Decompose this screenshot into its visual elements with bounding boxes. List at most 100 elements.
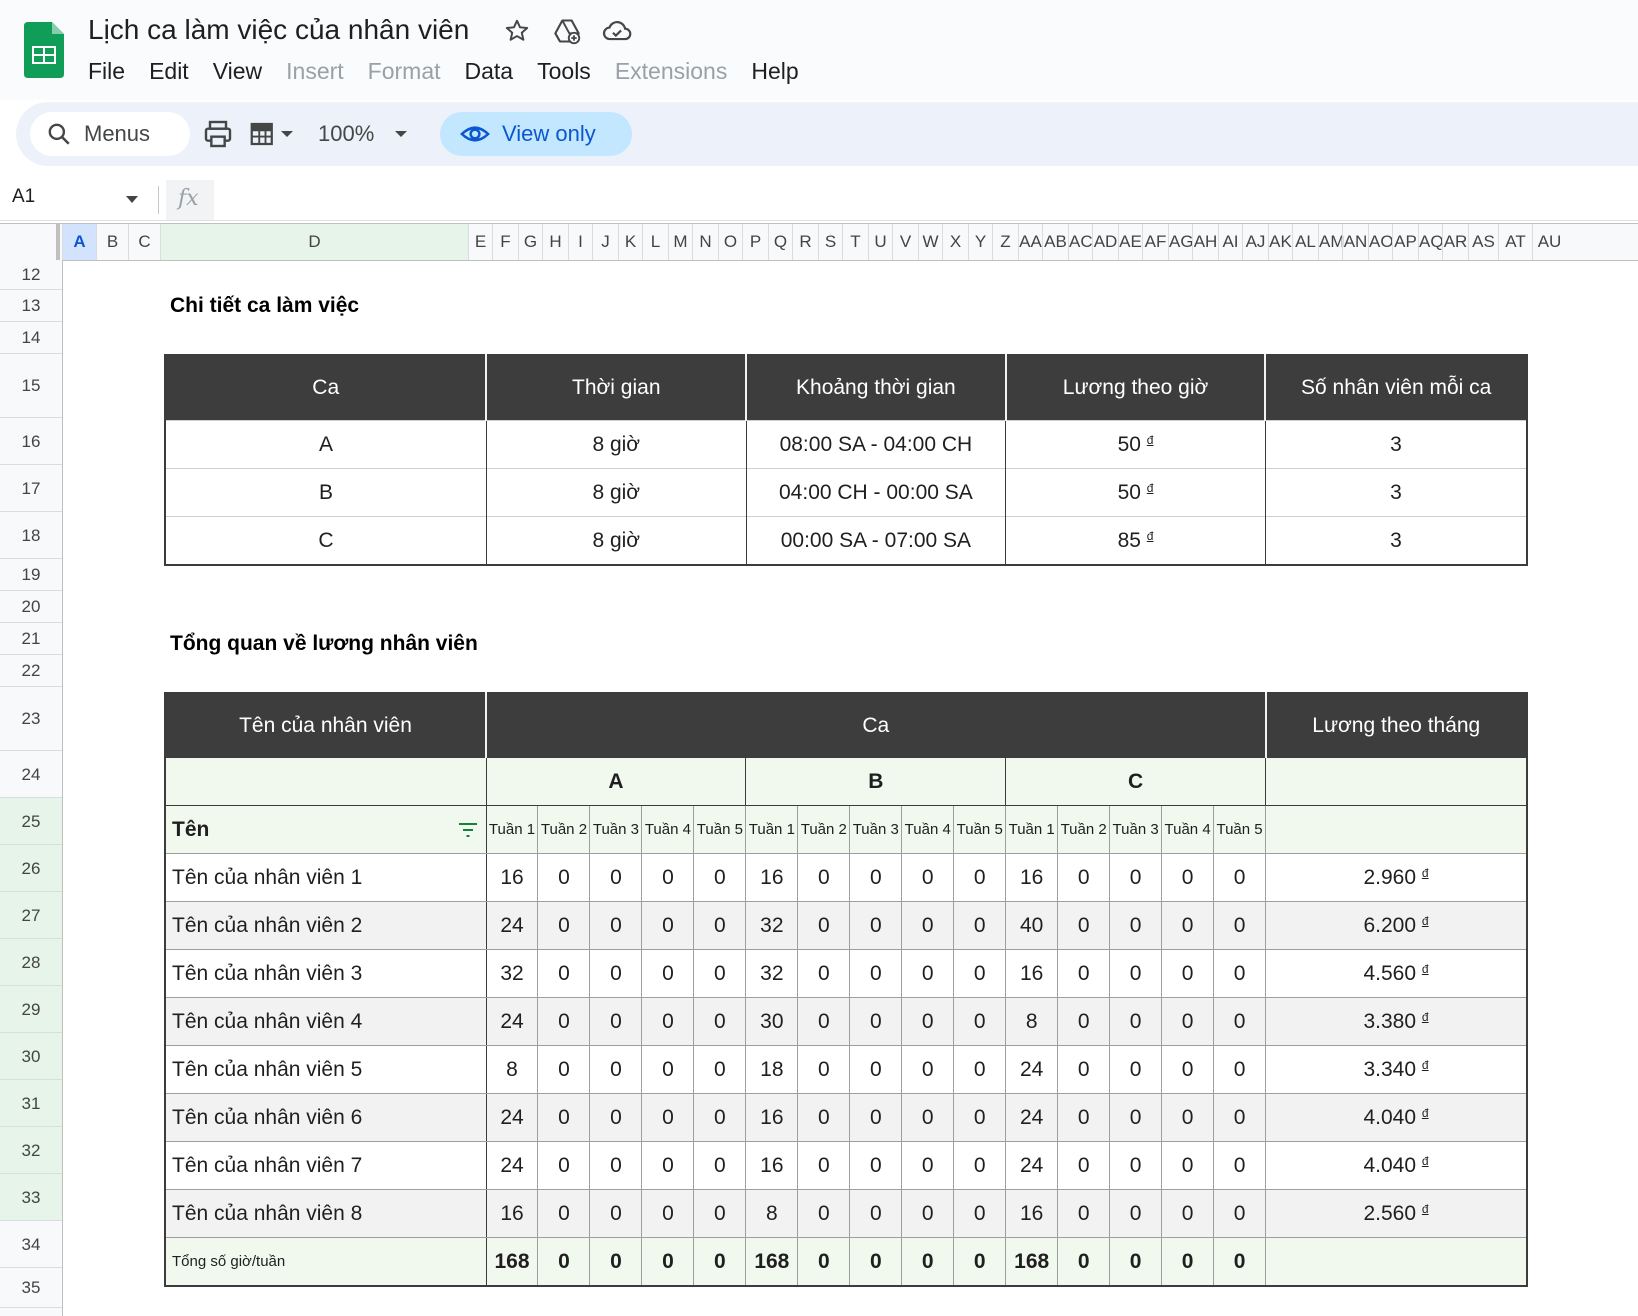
hours-cell[interactable]: 0 <box>1161 949 1215 998</box>
row-header-18[interactable]: 18 <box>0 512 62 559</box>
header-shift[interactable]: Ca <box>486 693 1267 758</box>
week-header[interactable]: Tuần 4 <box>901 805 955 854</box>
hours-cell[interactable]: 0 <box>537 1045 591 1094</box>
column-header-al[interactable]: AL <box>1292 224 1318 260</box>
total-hours-cell[interactable]: 0 <box>1109 1237 1163 1286</box>
hours-cell[interactable]: 8 <box>745 1189 799 1238</box>
hours-cell[interactable]: 8 <box>1005 997 1059 1046</box>
hours-cell[interactable]: 24 <box>1005 1141 1059 1190</box>
week-header[interactable]: Tuần 1 <box>485 805 539 854</box>
week-header[interactable]: Tuần 3 <box>1109 805 1163 854</box>
column-header-ac[interactable]: AC <box>1068 224 1093 260</box>
week-header[interactable]: Tuần 5 <box>693 805 747 854</box>
total-hours-cell[interactable]: 0 <box>901 1237 955 1286</box>
hours-cell[interactable]: 0 <box>953 1093 1007 1142</box>
total-hours-cell[interactable]: 0 <box>953 1237 1007 1286</box>
hours-cell[interactable]: 0 <box>953 853 1007 902</box>
monthly-salary-cell[interactable]: 2.560 đ <box>1265 1189 1528 1238</box>
column-header-i[interactable]: I <box>568 224 592 260</box>
hours-cell[interactable]: 0 <box>797 1141 851 1190</box>
total-hours-cell[interactable]: 0 <box>797 1237 851 1286</box>
total-hours-cell[interactable]: 0 <box>1161 1237 1215 1286</box>
column-header-r[interactable]: R <box>792 224 818 260</box>
row-header-13[interactable]: 13 <box>0 290 62 322</box>
employee-name-cell[interactable]: Tên của nhân viên 7 <box>165 1141 487 1190</box>
hours-cell[interactable]: 0 <box>589 997 643 1046</box>
week-header[interactable]: Tuần 4 <box>1161 805 1215 854</box>
row-header-33[interactable]: 33 <box>0 1174 62 1221</box>
group-b[interactable]: B <box>745 758 1007 806</box>
menu-help[interactable]: Help <box>751 58 799 84</box>
hours-cell[interactable]: 0 <box>849 1045 903 1094</box>
hours-cell[interactable]: 0 <box>1109 997 1163 1046</box>
cell-time[interactable]: 8 giờ <box>486 420 747 469</box>
row-header-20[interactable]: 20 <box>0 591 62 623</box>
total-hours-cell[interactable]: 0 <box>641 1237 695 1286</box>
row-header-29[interactable]: 29 <box>0 986 62 1033</box>
employee-name-cell[interactable]: Tên của nhân viên 6 <box>165 1093 487 1142</box>
cell-wage[interactable]: 50 đ <box>1005 468 1266 517</box>
column-header-j[interactable]: J <box>592 224 618 260</box>
column-header-z[interactable]: Z <box>992 224 1018 260</box>
hours-cell[interactable]: 0 <box>1213 949 1267 998</box>
hours-cell[interactable]: 0 <box>693 1189 747 1238</box>
hours-cell[interactable]: 0 <box>1057 1141 1111 1190</box>
column-header-s[interactable]: S <box>818 224 842 260</box>
hours-cell[interactable]: 0 <box>589 1045 643 1094</box>
hours-cell[interactable]: 30 <box>745 997 799 1046</box>
hours-cell[interactable]: 16 <box>485 853 539 902</box>
hours-cell[interactable]: 0 <box>589 901 643 950</box>
row-header-27[interactable]: 27 <box>0 892 62 939</box>
week-header[interactable]: Tuần 3 <box>849 805 903 854</box>
column-header-aq[interactable]: AQ <box>1418 224 1444 260</box>
column-header-as[interactable]: AS <box>1468 224 1498 260</box>
hours-cell[interactable]: 0 <box>693 949 747 998</box>
column-header-n[interactable]: N <box>692 224 718 260</box>
total-hours-cell[interactable]: 0 <box>1213 1237 1267 1286</box>
hours-cell[interactable]: 0 <box>901 997 955 1046</box>
row-header-15[interactable]: 15 <box>0 354 62 418</box>
employee-name-cell[interactable]: Tên của nhân viên 8 <box>165 1189 487 1238</box>
hours-cell[interactable]: 0 <box>693 1141 747 1190</box>
hours-cell[interactable]: 0 <box>797 949 851 998</box>
hours-cell[interactable]: 0 <box>641 853 695 902</box>
menus-search-button[interactable]: Menus <box>30 112 190 156</box>
monthly-salary-cell[interactable]: 4.040 đ <box>1265 1141 1528 1190</box>
group-a[interactable]: A <box>485 758 747 806</box>
row-header-32[interactable]: 32 <box>0 1127 62 1174</box>
cell-range[interactable]: 08:00 SA - 04:00 CH <box>746 420 1007 469</box>
hours-cell[interactable]: 16 <box>1005 853 1059 902</box>
week-header-spacer[interactable] <box>1265 805 1528 854</box>
column-header-d[interactable]: D <box>160 224 468 260</box>
monthly-salary-cell[interactable]: 4.560 đ <box>1265 949 1528 998</box>
hours-cell[interactable]: 0 <box>537 1189 591 1238</box>
hours-cell[interactable]: 0 <box>641 1045 695 1094</box>
cell-wage[interactable]: 50 đ <box>1005 420 1266 469</box>
cell-staff[interactable]: 3 <box>1265 420 1527 469</box>
drive-add-icon[interactable] <box>552 16 582 46</box>
column-header-a[interactable]: A <box>62 224 96 260</box>
hours-cell[interactable]: 0 <box>901 949 955 998</box>
week-header[interactable]: Tuần 2 <box>1057 805 1111 854</box>
name-box[interactable]: A1 <box>12 186 36 207</box>
column-header-at[interactable]: AT <box>1498 224 1532 260</box>
menu-data[interactable]: Data <box>464 58 514 84</box>
group-c[interactable]: C <box>1005 758 1267 806</box>
column-header-ah[interactable]: AH <box>1192 224 1218 260</box>
hours-cell[interactable]: 0 <box>849 1141 903 1190</box>
hours-cell[interactable]: 0 <box>797 997 851 1046</box>
column-header-ao[interactable]: AO <box>1368 224 1394 260</box>
header-thoi-gian[interactable]: Thời gian <box>486 355 748 421</box>
hours-cell[interactable]: 0 <box>797 853 851 902</box>
monthly-salary-cell[interactable]: 2.960 đ <box>1265 853 1528 902</box>
cell-ca[interactable]: A <box>165 420 487 469</box>
hours-cell[interactable]: 0 <box>1109 1093 1163 1142</box>
hours-cell[interactable]: 0 <box>797 1189 851 1238</box>
hours-cell[interactable]: 0 <box>537 853 591 902</box>
column-header-ap[interactable]: AP <box>1392 224 1418 260</box>
hours-cell[interactable]: 0 <box>1161 901 1215 950</box>
header-khoang-thoi-gian[interactable]: Khoảng thời gian <box>746 355 1007 421</box>
hours-cell[interactable]: 0 <box>641 1189 695 1238</box>
hours-cell[interactable]: 16 <box>485 1189 539 1238</box>
week-header[interactable]: Tuần 1 <box>745 805 799 854</box>
